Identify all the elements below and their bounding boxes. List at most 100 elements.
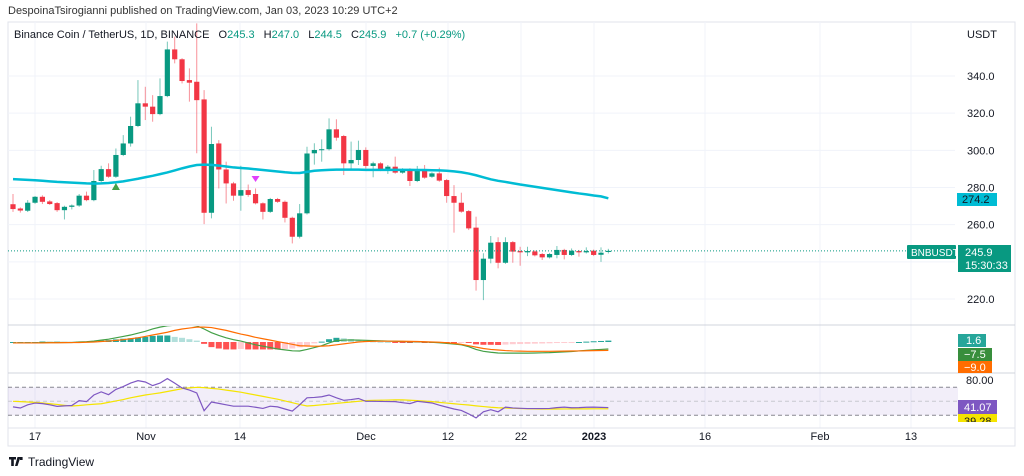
- candle: [363, 147, 369, 169]
- macd-histogram-bar: [575, 342, 582, 343]
- macd-histogram-bar: [149, 335, 156, 342]
- macd-histogram-bar: [465, 342, 472, 343]
- ma-value-tag: [957, 193, 997, 206]
- candle-body: [252, 194, 259, 204]
- candle-body: [120, 143, 126, 155]
- macd-histogram-bar: [531, 342, 538, 344]
- candle-body: [230, 183, 237, 196]
- macd-histogram-bar: [274, 342, 281, 350]
- macd-histogram-bar: [524, 342, 531, 344]
- time-tick: Feb: [811, 431, 830, 443]
- candle-body: [502, 242, 509, 263]
- macd-histogram-bar: [179, 337, 186, 342]
- candle-body: [436, 173, 442, 181]
- candle-body: [223, 169, 229, 184]
- candle: [429, 172, 435, 178]
- overlays: [8, 163, 955, 252]
- candle: [267, 197, 273, 213]
- symbol-description: Binance Coin / TetherUS, 1D, BINANCE: [14, 29, 209, 41]
- rsi-value: 41.07: [964, 402, 992, 414]
- candle-body: [480, 258, 486, 281]
- candle: [54, 201, 60, 212]
- candle-body: [216, 143, 222, 170]
- candle-body: [91, 180, 97, 201]
- time-tick: 14: [234, 431, 246, 443]
- low-label: L: [308, 29, 314, 41]
- price-axis[interactable]: 340.0 320.0 300.0 280.0 260.0 220.0: [967, 71, 995, 306]
- candle: [69, 204, 75, 210]
- macd-histogram-bar: [458, 342, 465, 343]
- candle-body: [39, 196, 45, 202]
- candle: [150, 95, 156, 122]
- candle: [569, 248, 575, 257]
- macd-signal-value: −9.0: [964, 362, 986, 374]
- candle: [444, 178, 450, 203]
- macd-histogram-bar: [281, 342, 288, 349]
- macd-histogram-bar: [605, 340, 612, 342]
- candle-body: [172, 49, 178, 60]
- candle-body: [407, 169, 413, 181]
- macd-histogram-bar: [399, 342, 406, 343]
- macd-histogram-bar: [318, 341, 325, 343]
- candle: [47, 200, 53, 205]
- candle: [83, 191, 90, 202]
- macd-signal-line: [13, 326, 609, 352]
- candle: [502, 237, 509, 264]
- macd-histogram-bar: [451, 342, 457, 343]
- candle-body: [370, 163, 376, 166]
- macd-histogram-bar: [487, 342, 494, 345]
- close-value: 245.9: [359, 29, 387, 41]
- candle: [32, 196, 38, 204]
- time-axis[interactable]: 17 Nov 14 Dec 12 22 2023 16 Feb 13: [29, 431, 917, 443]
- grid: [8, 22, 1015, 429]
- macd-histogram-value: 1.6: [966, 335, 981, 347]
- candle-body: [260, 203, 266, 212]
- macd-histogram-bar: [502, 342, 509, 345]
- time-tick: Nov: [136, 431, 156, 443]
- candle: [348, 141, 354, 171]
- candle: [128, 116, 134, 147]
- symbol-tag: [907, 245, 956, 259]
- sell-signal-icon: [251, 176, 260, 182]
- candle-body: [451, 196, 457, 203]
- candle-body: [76, 195, 82, 206]
- candle-body: [539, 254, 545, 258]
- countdown-label: 15:30:33: [965, 260, 1008, 272]
- candle: [230, 181, 237, 201]
- tradingview-logo-icon: [9, 457, 23, 466]
- candle-body: [164, 49, 170, 97]
- candle: [414, 165, 420, 183]
- candle: [17, 207, 23, 213]
- candle: [407, 168, 413, 187]
- high-value: 247.0: [272, 29, 300, 41]
- candle-body: [275, 199, 281, 202]
- change-value: +0.7 (+0.29%): [395, 29, 465, 41]
- candle: [194, 23, 200, 154]
- candle: [319, 139, 325, 162]
- tradingview-logo[interactable]: TradingView: [9, 455, 94, 469]
- last-price-tag: [958, 245, 1011, 272]
- candle-body: [510, 242, 516, 252]
- macd-histogram-bar: [208, 342, 215, 348]
- rsi-axis-80: 80.00: [966, 375, 994, 387]
- macd-line-tag: [958, 348, 992, 361]
- time-tick: 2023: [582, 431, 606, 443]
- macd-histogram-bar: [583, 341, 590, 343]
- candle: [105, 163, 112, 178]
- macd-histogram-tag: [958, 334, 986, 347]
- candle-body: [282, 201, 288, 218]
- candle-body: [128, 125, 134, 144]
- candle-body: [32, 196, 38, 203]
- time-tick: 22: [515, 431, 527, 443]
- candle-body: [605, 250, 611, 252]
- candle-body: [414, 169, 420, 181]
- candle-body: [142, 103, 148, 107]
- candle-body: [113, 154, 119, 177]
- macd-histogram-bar: [252, 342, 259, 350]
- rsi-band-area: [8, 386, 958, 416]
- rsi-ma-line: [12, 386, 609, 410]
- close-label: C: [351, 29, 359, 41]
- macd-histogram-bar: [414, 342, 421, 343]
- candles: [10, 23, 611, 301]
